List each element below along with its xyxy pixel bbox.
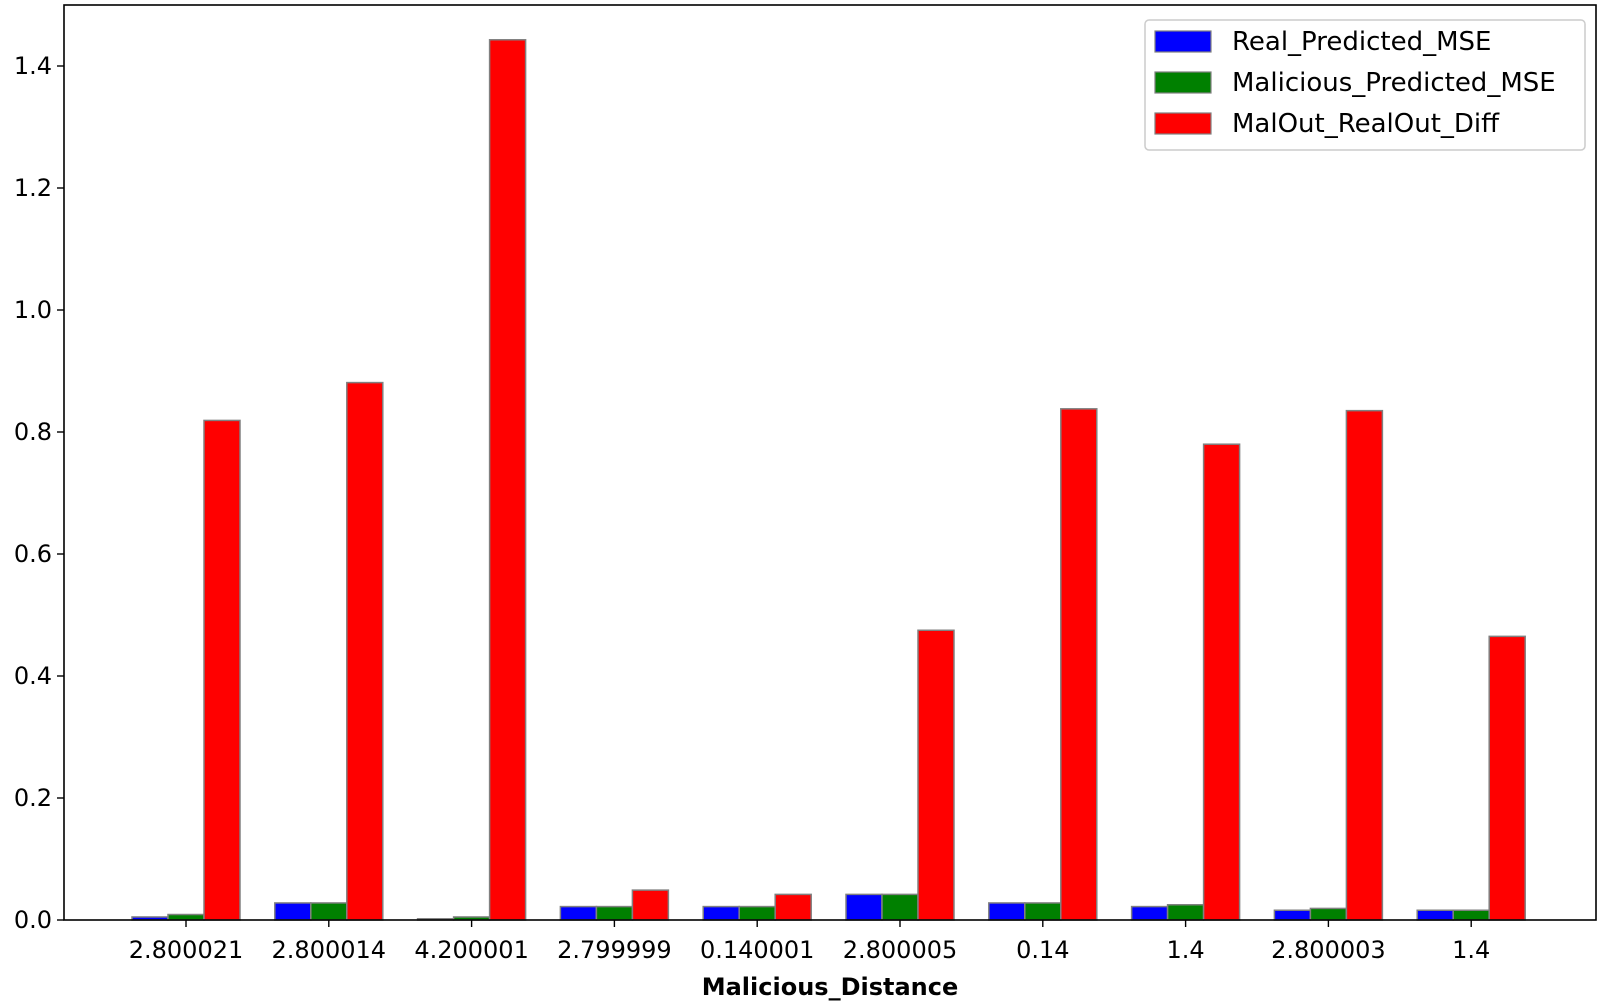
legend-label: MalOut_RealOut_Diff [1232,109,1500,139]
bar-Malicious_Predicted_MSE-7 [1166,904,1205,921]
bar-MalOut_RealOut_Diff-7 [1202,443,1241,921]
y-tick-label: 1.2 [14,174,52,202]
x-tick-label: 2.800021 [129,936,244,964]
x-tick-label: 2.800003 [1271,936,1386,964]
bar-MalOut_RealOut_Diff-0 [203,419,241,921]
x-tick-label: 2.800014 [272,936,387,964]
legend-swatch [1154,71,1212,94]
x-tick-label: 1.4 [1452,936,1490,964]
bar-Malicious_Predicted_MSE-9 [1452,909,1490,921]
bar-Real_Predicted_MSE-8 [1273,909,1312,921]
y-tick-label: 0.8 [14,418,52,446]
bar-Real_Predicted_MSE-1 [274,902,312,921]
bar-Real_Predicted_MSE-3 [559,905,598,921]
bar-MalOut_RealOut_Diff-2 [488,39,527,921]
bar-Malicious_Predicted_MSE-8 [1309,907,1348,921]
bar-Malicious_Predicted_MSE-4 [738,905,776,921]
x-axis-title: Malicious_Distance [702,973,959,1001]
bar-MalOut_RealOut_Diff-4 [774,893,812,921]
bar-Malicious_Predicted_MSE-5 [881,893,919,921]
legend-label: Real_Predicted_MSE [1232,27,1491,57]
bar-MalOut_RealOut_Diff-8 [1345,409,1384,921]
x-tick-label: 0.140001 [700,936,815,964]
x-tick-label: 2.800005 [843,936,958,964]
bar-MalOut_RealOut_Diff-6 [1060,408,1098,921]
bar-Malicious_Predicted_MSE-0 [167,913,205,921]
bar-Malicious_Predicted_MSE-6 [1024,902,1062,921]
bar-Real_Predicted_MSE-5 [845,893,883,921]
bar-Real_Predicted_MSE-6 [988,902,1026,921]
y-tick-label: 0.0 [14,906,52,934]
x-tick-label: 4.200001 [414,936,529,964]
x-tick-label: 1.4 [1167,936,1205,964]
bar-MalOut_RealOut_Diff-1 [346,381,384,921]
y-tick-label: 0.6 [14,540,52,568]
legend-swatch [1154,30,1212,53]
bar-Real_Predicted_MSE-7 [1130,905,1169,921]
legend-box [1144,19,1586,151]
y-tick-label: 1.4 [14,52,52,80]
legend: Real_Predicted_MSE Malicious_Predicted_MS… [1144,19,1586,151]
bar-Real_Predicted_MSE-9 [1416,909,1454,921]
y-axis: 0.0 0.2 0.4 0.6 0.8 1.0 1.2 1.4 [14,52,64,934]
plot-frame [63,4,1597,921]
bar-MalOut_RealOut_Diff-5 [917,629,955,921]
y-tick-label: 0.2 [14,784,52,812]
legend-label: Malicious_Predicted_MSE [1232,68,1556,98]
y-tick-label: 0.4 [14,662,52,690]
bars-layer [131,39,1526,921]
bar-Real_Predicted_MSE-4 [702,905,740,921]
x-axis: 2.800021 2.800014 4.200001 2.799999 0.140001… [129,920,1490,964]
bar-Malicious_Predicted_MSE-3 [595,905,634,921]
x-tick-label: 0.14 [1016,936,1069,964]
legend-swatch [1154,112,1212,135]
bar-MalOut_RealOut_Diff-9 [1488,635,1526,921]
bar-MalOut_RealOut_Diff-3 [631,889,670,921]
x-tick-label: 2.799999 [557,936,672,964]
y-tick-label: 1.0 [14,296,52,324]
bar-Malicious_Predicted_MSE-1 [310,902,348,921]
